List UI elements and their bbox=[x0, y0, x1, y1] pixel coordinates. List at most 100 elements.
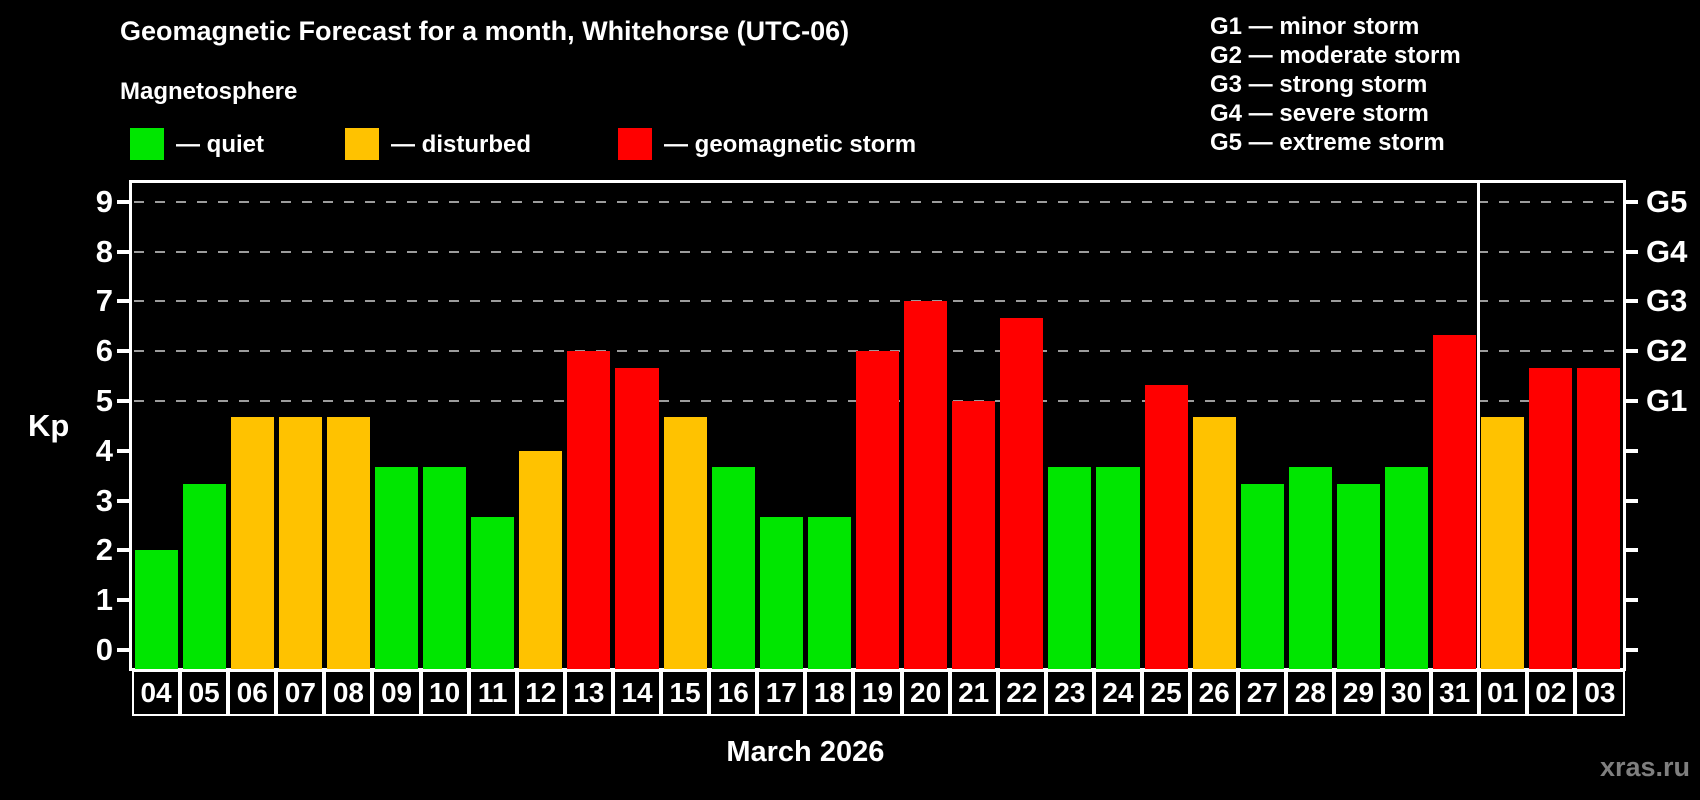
legend-swatch-quiet bbox=[130, 128, 164, 160]
day-label-30: 30 bbox=[1382, 670, 1431, 716]
day-label-01: 01 bbox=[1478, 670, 1527, 716]
gridline-8 bbox=[134, 250, 1621, 253]
legend-label-quiet: — quiet bbox=[176, 131, 264, 158]
month-separator bbox=[1477, 183, 1481, 668]
y-tick-label-3: 3 bbox=[95, 482, 113, 518]
day-label-27: 27 bbox=[1238, 670, 1287, 716]
day-label-24: 24 bbox=[1093, 670, 1143, 716]
g-scale-legend: G1 — minor storm G2 — moderate storm G3 — … bbox=[1210, 12, 1461, 157]
day-label-22: 22 bbox=[997, 670, 1046, 716]
bar-19 bbox=[855, 351, 900, 669]
bar-11 bbox=[471, 517, 515, 669]
bar-27 bbox=[1240, 484, 1284, 669]
legend-swatch-disturbed bbox=[345, 128, 379, 160]
g-legend-line: G5 — extreme storm bbox=[1210, 129, 1445, 156]
bar-20 bbox=[904, 301, 948, 669]
bar-13 bbox=[567, 351, 611, 669]
y-tick-right-4 bbox=[1624, 448, 1638, 453]
y-tick-left-7 bbox=[117, 299, 131, 304]
y-tick-right-6 bbox=[1624, 349, 1638, 354]
gridline-7 bbox=[134, 300, 1621, 303]
y-tick-left-0 bbox=[117, 648, 131, 652]
day-label-08: 08 bbox=[324, 670, 373, 716]
bar-22 bbox=[1000, 317, 1044, 669]
g-legend-line: G4 — severe storm bbox=[1210, 100, 1429, 127]
y-tick-left-4 bbox=[117, 448, 131, 453]
y-tick-label-2: 2 bbox=[95, 532, 113, 568]
bar-01 bbox=[1481, 417, 1525, 669]
day-label-14: 14 bbox=[612, 670, 662, 716]
day-label-23: 23 bbox=[1045, 670, 1094, 716]
bar-05 bbox=[182, 484, 226, 669]
y-tick-left-9 bbox=[117, 199, 131, 204]
bar-16 bbox=[711, 467, 755, 669]
bar-24 bbox=[1096, 467, 1140, 669]
bar-17 bbox=[759, 517, 803, 669]
y-tick-label-5: 5 bbox=[95, 383, 113, 418]
day-label-11: 11 bbox=[468, 670, 517, 716]
legend-swatch-storm bbox=[618, 128, 652, 160]
bar-28 bbox=[1288, 467, 1332, 669]
day-label-05: 05 bbox=[180, 670, 229, 716]
day-label-10: 10 bbox=[420, 670, 469, 716]
bar-04 bbox=[134, 550, 178, 669]
day-label-02: 02 bbox=[1526, 670, 1575, 716]
y-tick-right-2 bbox=[1624, 548, 1638, 553]
y-tick-right-7 bbox=[1624, 299, 1638, 304]
bar-03 bbox=[1577, 367, 1621, 669]
bar-07 bbox=[278, 417, 322, 669]
day-label-07: 07 bbox=[276, 670, 325, 716]
gridline-9 bbox=[134, 200, 1621, 203]
g-legend-line: G2 — moderate storm bbox=[1210, 42, 1461, 69]
y-tick-left-6 bbox=[117, 349, 131, 354]
day-label-16: 16 bbox=[709, 670, 758, 716]
y-axis-title: Kp bbox=[28, 408, 70, 443]
plot-area-border bbox=[129, 180, 1626, 671]
g-label-G4: G4 bbox=[1646, 233, 1688, 269]
bar-10 bbox=[423, 467, 467, 669]
y-tick-right-5 bbox=[1624, 399, 1638, 403]
g-label-G1: G1 bbox=[1646, 383, 1688, 418]
g-label-G2: G2 bbox=[1646, 333, 1688, 369]
bar-29 bbox=[1336, 484, 1380, 669]
day-label-19: 19 bbox=[853, 670, 902, 716]
bar-23 bbox=[1048, 467, 1092, 669]
bar-02 bbox=[1529, 367, 1573, 669]
day-label-03: 03 bbox=[1574, 670, 1625, 716]
y-tick-label-9: 9 bbox=[95, 183, 113, 219]
bar-18 bbox=[807, 517, 851, 669]
chart-title: Geomagnetic Forecast for a month, Whiteh… bbox=[120, 16, 850, 46]
y-tick-left-1 bbox=[117, 598, 131, 603]
y-tick-label-0: 0 bbox=[95, 632, 113, 667]
g-legend-line: G3 — strong storm bbox=[1210, 71, 1428, 98]
bar-30 bbox=[1385, 467, 1429, 669]
bar-26 bbox=[1192, 417, 1236, 669]
day-label-13: 13 bbox=[564, 670, 613, 716]
y-tick-label-8: 8 bbox=[95, 233, 113, 269]
magnetosphere-label: Magnetosphere bbox=[120, 78, 298, 105]
y-tick-right-0 bbox=[1624, 648, 1638, 652]
x-axis-title: March 2026 bbox=[726, 736, 885, 768]
bar-12 bbox=[519, 450, 563, 669]
y-tick-right-1 bbox=[1624, 598, 1638, 603]
watermark: xras.ru bbox=[1599, 752, 1690, 782]
legend-label-storm: — geomagnetic storm bbox=[664, 131, 917, 158]
g-label-G3: G3 bbox=[1646, 283, 1688, 319]
day-label-12: 12 bbox=[516, 670, 565, 716]
bar-14 bbox=[615, 367, 659, 669]
day-label-09: 09 bbox=[372, 670, 421, 716]
bar-06 bbox=[230, 417, 274, 669]
bar-15 bbox=[663, 417, 707, 669]
day-label-15: 15 bbox=[661, 670, 710, 716]
g-label-G5: G5 bbox=[1646, 183, 1688, 219]
y-tick-left-3 bbox=[117, 498, 131, 503]
y-tick-left-5 bbox=[117, 399, 131, 403]
bar-08 bbox=[326, 417, 370, 669]
y-tick-left-2 bbox=[117, 548, 131, 553]
y-tick-label-6: 6 bbox=[95, 333, 113, 369]
y-tick-label-1: 1 bbox=[95, 582, 113, 618]
day-label-31: 31 bbox=[1430, 670, 1479, 716]
y-tick-right-9 bbox=[1624, 199, 1638, 204]
day-label-17: 17 bbox=[757, 670, 806, 716]
